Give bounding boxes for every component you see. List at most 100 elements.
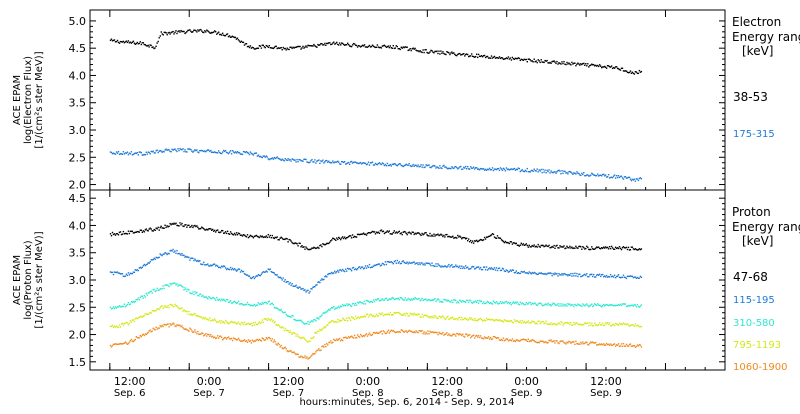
proton-point <box>155 326 157 328</box>
proton-point <box>492 233 495 236</box>
proton-point <box>344 236 346 238</box>
proton-point <box>548 323 550 325</box>
electron-point <box>266 156 268 158</box>
proton-point <box>305 357 307 359</box>
proton-point <box>316 349 318 352</box>
proton-point <box>414 297 416 299</box>
proton-point <box>228 322 231 324</box>
proton-point <box>611 344 614 346</box>
electron-point <box>382 163 385 165</box>
proton-point <box>323 326 325 328</box>
proton-point <box>452 235 454 237</box>
proton-point <box>561 321 563 324</box>
electron-point <box>521 169 523 171</box>
proton-point <box>376 315 379 317</box>
proton-point <box>135 317 137 319</box>
electron-point <box>186 30 188 33</box>
electron-point <box>493 55 496 58</box>
proton-point <box>309 290 311 293</box>
electron-point <box>543 171 545 173</box>
proton-point <box>109 271 112 273</box>
proton-point <box>337 269 339 272</box>
proton-point <box>328 341 330 344</box>
proton-point <box>419 316 421 318</box>
proton-point <box>221 298 223 300</box>
proton-point <box>459 299 461 301</box>
proton-point <box>127 230 130 232</box>
electron-point <box>498 169 501 172</box>
proton-point <box>499 339 502 341</box>
proton-point <box>551 274 553 277</box>
electron-point <box>218 150 220 152</box>
proton-point <box>211 319 213 322</box>
proton-point <box>328 308 330 311</box>
proton-point <box>526 244 528 247</box>
proton-point <box>390 233 392 235</box>
proton-point <box>167 323 169 325</box>
electron-point <box>235 38 238 40</box>
electron-point <box>575 173 577 175</box>
proton-point <box>600 343 602 346</box>
electron-point <box>116 39 119 42</box>
electron-point <box>182 148 184 150</box>
electron-point <box>312 45 314 47</box>
proton-point <box>513 272 516 274</box>
proton-point <box>578 304 580 306</box>
electron-point <box>445 53 447 56</box>
electron-point <box>372 164 375 166</box>
electron-point <box>474 168 476 170</box>
electron-point <box>227 152 230 155</box>
proton-point <box>503 241 506 244</box>
proton-point <box>548 304 550 306</box>
proton-point <box>174 303 176 306</box>
electron-point <box>358 162 361 164</box>
proton-point <box>603 276 605 278</box>
electron-point <box>199 29 201 31</box>
electron-point <box>204 30 206 32</box>
proton-point <box>609 324 612 327</box>
proton-point <box>537 320 539 322</box>
proton-point <box>259 274 262 277</box>
proton-point <box>340 238 342 241</box>
proton-point <box>179 222 181 224</box>
proton-point <box>612 323 615 325</box>
proton-point <box>488 267 491 269</box>
proton-point <box>152 310 154 312</box>
proton-point <box>577 247 579 249</box>
proton-point <box>584 273 586 275</box>
electron-point <box>587 174 589 176</box>
proton-point <box>312 286 314 288</box>
electron-point <box>150 44 152 47</box>
proton-point <box>192 226 194 229</box>
electron-point <box>382 45 385 47</box>
proton-point <box>394 232 396 234</box>
x-tick-date-label: Sep. 6 <box>114 388 146 399</box>
proton-point <box>489 319 492 321</box>
electron-point <box>115 151 118 153</box>
proton-point <box>158 256 160 258</box>
proton-ytick-label: 3.0 <box>69 274 87 287</box>
proton-point <box>277 324 279 326</box>
electron-point <box>232 151 235 153</box>
electron-point <box>259 155 262 158</box>
proton-point <box>279 346 281 348</box>
proton-point <box>200 316 202 318</box>
proton-point <box>284 311 286 313</box>
electron-point <box>497 57 500 59</box>
proton-point <box>406 233 408 236</box>
electron-point <box>455 165 457 168</box>
proton-point <box>608 322 611 324</box>
proton-point <box>304 323 306 325</box>
proton-point <box>460 333 462 336</box>
proton-point <box>506 241 509 244</box>
proton-point <box>626 248 629 251</box>
proton-point <box>316 247 318 249</box>
electron-point <box>264 46 266 49</box>
proton-point <box>441 316 443 318</box>
electron-point <box>503 58 506 60</box>
proton-point <box>519 320 521 322</box>
proton-point <box>472 240 474 242</box>
proton-point <box>149 291 151 293</box>
proton-point <box>433 265 435 267</box>
proton-point <box>501 339 504 342</box>
